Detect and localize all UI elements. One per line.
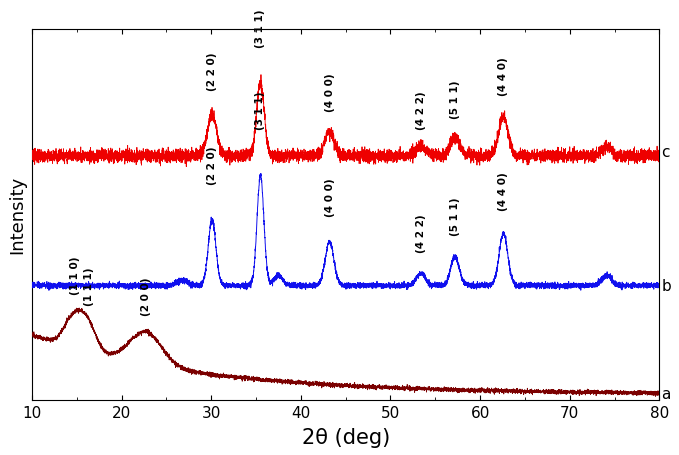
Text: (2 2 0): (2 2 0): [207, 146, 217, 184]
Text: (4 0 0): (4 0 0): [325, 178, 335, 217]
Text: (2 2 0): (2 2 0): [207, 53, 217, 91]
Text: (4 2 2): (4 2 2): [416, 214, 426, 253]
Text: (1 1 1): (1 1 1): [84, 267, 94, 305]
Text: (4 4 0): (4 4 0): [498, 56, 509, 95]
Text: (3 1 1): (3 1 1): [255, 91, 265, 130]
Text: c: c: [661, 145, 669, 160]
Y-axis label: Intensity: Intensity: [8, 176, 26, 254]
Text: (5 1 1): (5 1 1): [450, 81, 460, 119]
Text: (5 1 1): (5 1 1): [450, 197, 460, 235]
Text: (4 2 2): (4 2 2): [416, 91, 426, 130]
Text: (3 1 1): (3 1 1): [255, 9, 265, 48]
Text: (1 1 0): (1 1 0): [70, 256, 80, 294]
Text: (4 4 0): (4 4 0): [498, 172, 509, 210]
Text: (4 0 0): (4 0 0): [325, 74, 335, 112]
X-axis label: 2θ (deg): 2θ (deg): [301, 427, 390, 447]
Text: (2 0 0): (2 0 0): [141, 277, 151, 315]
Text: a: a: [661, 386, 671, 401]
Text: b: b: [661, 278, 671, 293]
